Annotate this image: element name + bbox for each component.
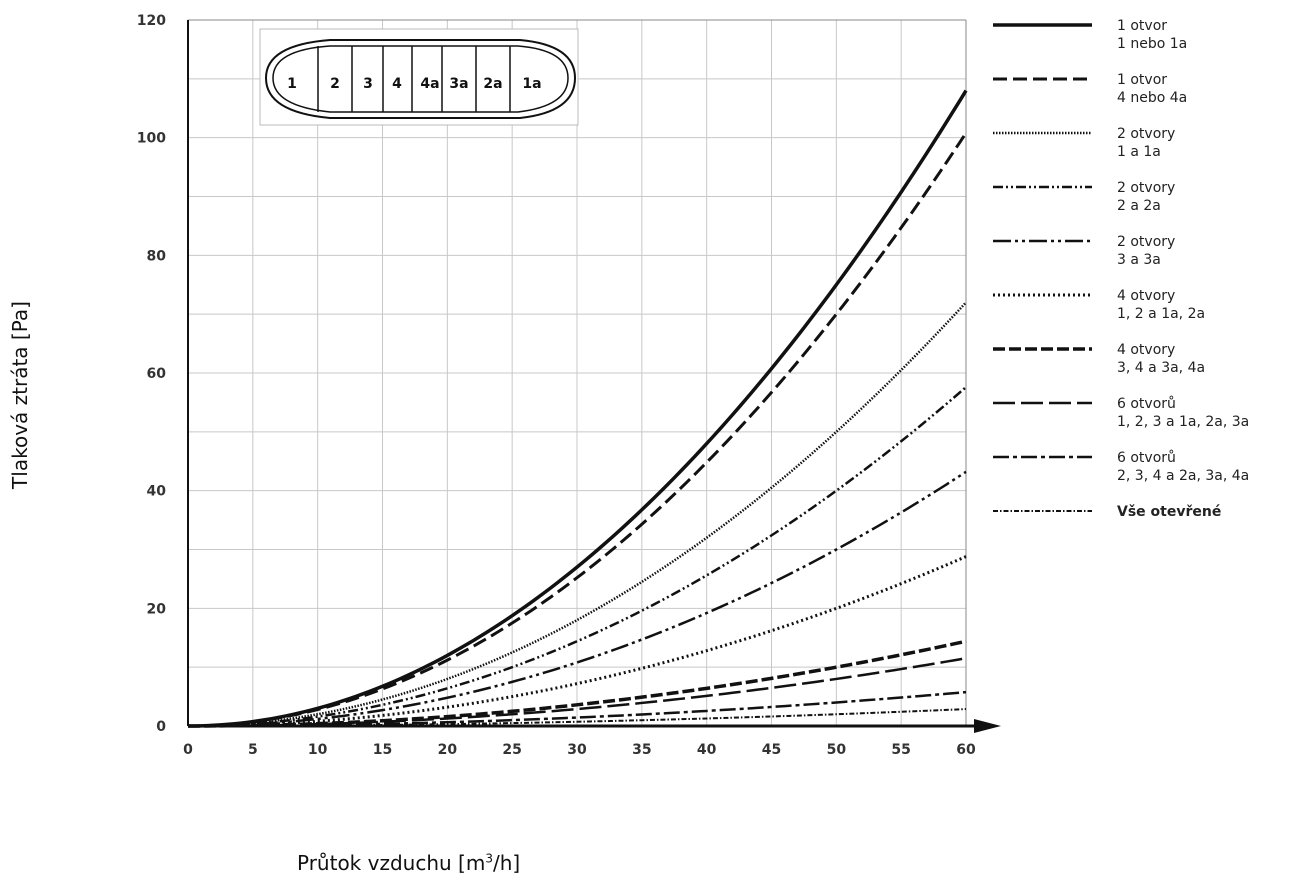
series-line-9 (188, 690, 967, 728)
legend-entry-label: 6 otvorů (1117, 396, 1176, 412)
inset-inner-shape (272, 45, 569, 113)
chart-legend: 1 otvor 1 nebo 1a 1 otvor 4 nebo 4a 2 otvory… (993, 18, 1249, 520)
y-tick-label: 60 (147, 366, 167, 382)
legend-entry-sublabel: 1, 2 a 1a, 2a (1117, 306, 1205, 322)
series-line-5 (187, 470, 967, 728)
x-tick-labels: 0 5 10 15 20 25 30 35 40 45 50 55 60 (183, 742, 976, 758)
inset-segment-label: 1a (522, 76, 541, 92)
x-axis-label: Průtok vzduchu [m3/h] (297, 851, 521, 875)
y-tick-labels: 0 20 40 60 80 100 120 (137, 13, 166, 735)
series-line-3 (187, 301, 967, 728)
x-tick-label: 55 (891, 742, 910, 758)
legend-entry-sublabel: 1 nebo 1a (1117, 36, 1187, 52)
legend-entry-label: 2 otvory (1117, 180, 1175, 196)
chart-grid (187, 19, 967, 727)
x-tick-label: 20 (438, 742, 458, 758)
x-tick-label: 0 (183, 742, 193, 758)
inset-segment-label: 2a (483, 76, 502, 92)
x-tick-label: 60 (956, 742, 976, 758)
y-tick-label: 0 (156, 719, 166, 735)
diffuser-inset-diagram: 1 2 3 4 4a 3a 2a 1a (259, 28, 579, 126)
y-tick-label: 100 (137, 131, 166, 147)
x-axis-arrow (974, 719, 1001, 733)
legend-entry-sublabel: 3, 4 a 3a, 4a (1117, 360, 1205, 376)
chart-series (187, 89, 968, 728)
inset-segment-label: 4 (392, 76, 402, 92)
y-tick-label: 40 (147, 484, 167, 500)
legend-entry-label: 4 otvory (1117, 288, 1175, 304)
inset-segment-label: 3 (363, 76, 373, 92)
chart-axes (187, 19, 1001, 733)
legend-entry-label: 6 otvorů (1117, 450, 1176, 466)
series-line-10 (188, 708, 967, 727)
inset-segment-label: 1 (287, 76, 297, 92)
legend-entry-sublabel: 1 a 1a (1117, 144, 1161, 160)
legend-entry-label: 2 otvory (1117, 234, 1175, 250)
legend-entry-label: 1 otvor (1117, 72, 1167, 88)
legend-entry-sublabel: 2, 3, 4 a 2a, 3a, 4a (1117, 468, 1249, 484)
legend-entry-label: 4 otvory (1117, 342, 1175, 358)
legend-entry-sublabel: 3 a 3a (1117, 252, 1161, 268)
legend-entry-label: 1 otvor (1117, 18, 1167, 34)
legend-entry-label: 2 otvory (1117, 126, 1175, 142)
inset-segment-label: 3a (449, 76, 468, 92)
x-tick-label: 15 (373, 742, 392, 758)
y-tick-label: 80 (147, 248, 167, 264)
x-tick-label: 40 (697, 742, 717, 758)
series-line-4 (187, 386, 967, 728)
x-tick-label: 50 (827, 742, 847, 758)
legend-entry-sublabel: 1, 2, 3 a 1a, 2a, 3a (1117, 414, 1249, 430)
inset-segment-label: 2 (330, 76, 340, 92)
series-line-8 (188, 656, 967, 728)
x-tick-label: 35 (632, 742, 651, 758)
inset-segment-label: 4a (420, 76, 439, 92)
x-tick-label: 30 (567, 742, 587, 758)
series-line-2 (187, 132, 968, 728)
legend-entry-sublabel: 4 nebo 4a (1117, 90, 1187, 106)
y-tick-label: 120 (137, 13, 166, 29)
legend-entry-sublabel: 2 a 2a (1117, 198, 1161, 214)
x-tick-label: 45 (762, 742, 781, 758)
legend-entry-label: Vše otevřené (1117, 504, 1221, 520)
x-tick-label: 5 (248, 742, 258, 758)
x-tick-label: 25 (502, 742, 521, 758)
x-tick-label: 10 (308, 742, 328, 758)
y-tick-label: 20 (147, 601, 167, 617)
